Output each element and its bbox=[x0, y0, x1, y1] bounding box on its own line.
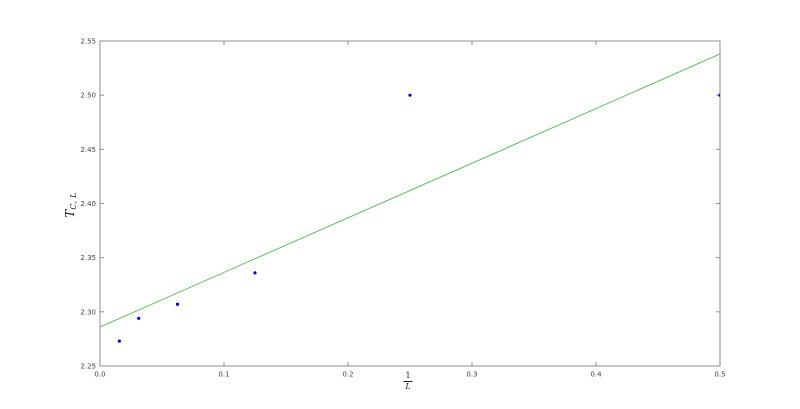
y-tick-label: 2.40 bbox=[80, 200, 96, 208]
y-tick-label: 2.55 bbox=[80, 38, 96, 46]
x-tick-label: 0.1 bbox=[218, 371, 229, 379]
plot-frame bbox=[99, 40, 721, 367]
data-point bbox=[253, 271, 257, 275]
x-tick-label: 0.2 bbox=[342, 371, 353, 379]
data-point bbox=[718, 93, 720, 97]
x-axis-label-denominator: L bbox=[405, 382, 411, 392]
y-tick-label: 2.50 bbox=[80, 92, 96, 100]
y-axis-label: TC, L bbox=[63, 192, 78, 218]
y-tick-label: 2.25 bbox=[80, 363, 96, 371]
data-point bbox=[137, 316, 141, 320]
x-tick-label: 0.5 bbox=[714, 371, 725, 379]
x-tick-label: 0.3 bbox=[466, 371, 477, 379]
data-point bbox=[408, 93, 412, 97]
y-axis-label-subscript: C, L bbox=[69, 192, 78, 210]
y-axis-label-base: T bbox=[63, 209, 77, 218]
y-tick-label: 2.35 bbox=[80, 254, 96, 262]
fit-line bbox=[100, 53, 720, 328]
x-axis-label-numerator: 1 bbox=[405, 371, 411, 380]
x-tick-label: 0.0 bbox=[94, 371, 105, 379]
data-points bbox=[117, 93, 720, 343]
data-point bbox=[175, 302, 180, 306]
y-tick-label: 2.45 bbox=[80, 146, 96, 154]
fraction-bar bbox=[403, 381, 413, 383]
y-tick-label: 2.30 bbox=[80, 308, 96, 316]
data-point bbox=[117, 339, 121, 343]
x-axis-label: 1 L bbox=[403, 371, 413, 392]
x-tick-label: 0.4 bbox=[590, 371, 602, 379]
